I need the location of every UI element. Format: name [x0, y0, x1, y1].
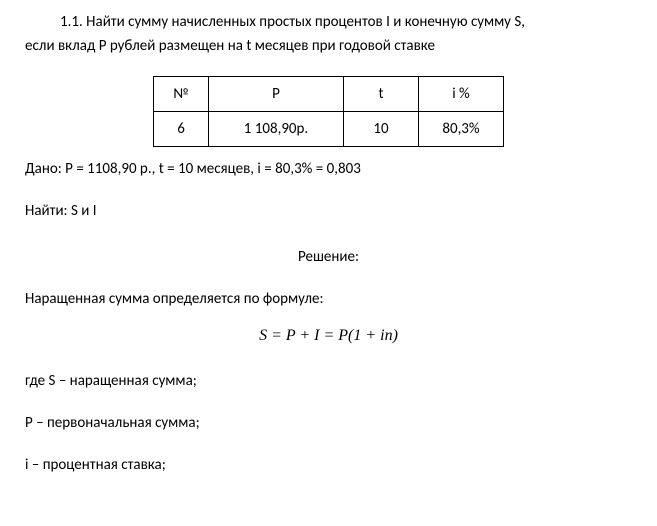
formula: S = P + I = P(1 + in): [25, 323, 632, 349]
problem-line1: 1.1. Найти сумму начисленных простых про…: [60, 13, 525, 31]
cell-i: 80,3%: [419, 112, 504, 147]
table-header-row: № P t i %: [154, 77, 504, 112]
header-n: №: [154, 77, 209, 112]
where-p: P – первоначальная сумма;: [25, 411, 632, 435]
cell-n: 6: [154, 112, 209, 147]
header-t: t: [344, 77, 419, 112]
cell-p: 1 108,90р.: [209, 112, 344, 147]
formula-intro: Наращенная сумма определяется по формуле…: [25, 287, 632, 311]
where-s: где S – наращенная сумма;: [25, 369, 632, 393]
given-line: Дано: P = 1108,90 р., t = 10 месяцев, i …: [25, 157, 632, 181]
header-p: P: [209, 77, 344, 112]
cell-t: 10: [344, 112, 419, 147]
data-table-wrapper: № P t i % 6 1 108,90р. 10 80,3%: [25, 76, 632, 147]
data-table: № P t i % 6 1 108,90р. 10 80,3%: [153, 76, 504, 147]
where-i: i – процентная ставка;: [25, 453, 632, 477]
find-line: Найти: S и I: [25, 199, 632, 223]
table-row: 6 1 108,90р. 10 80,3%: [154, 112, 504, 147]
solution-header: Решение:: [25, 245, 632, 269]
problem-statement: 1.1. Найти сумму начисленных простых про…: [25, 10, 632, 58]
header-i: i %: [419, 77, 504, 112]
problem-line2: если вклад P рублей размещен на t месяце…: [25, 37, 435, 55]
